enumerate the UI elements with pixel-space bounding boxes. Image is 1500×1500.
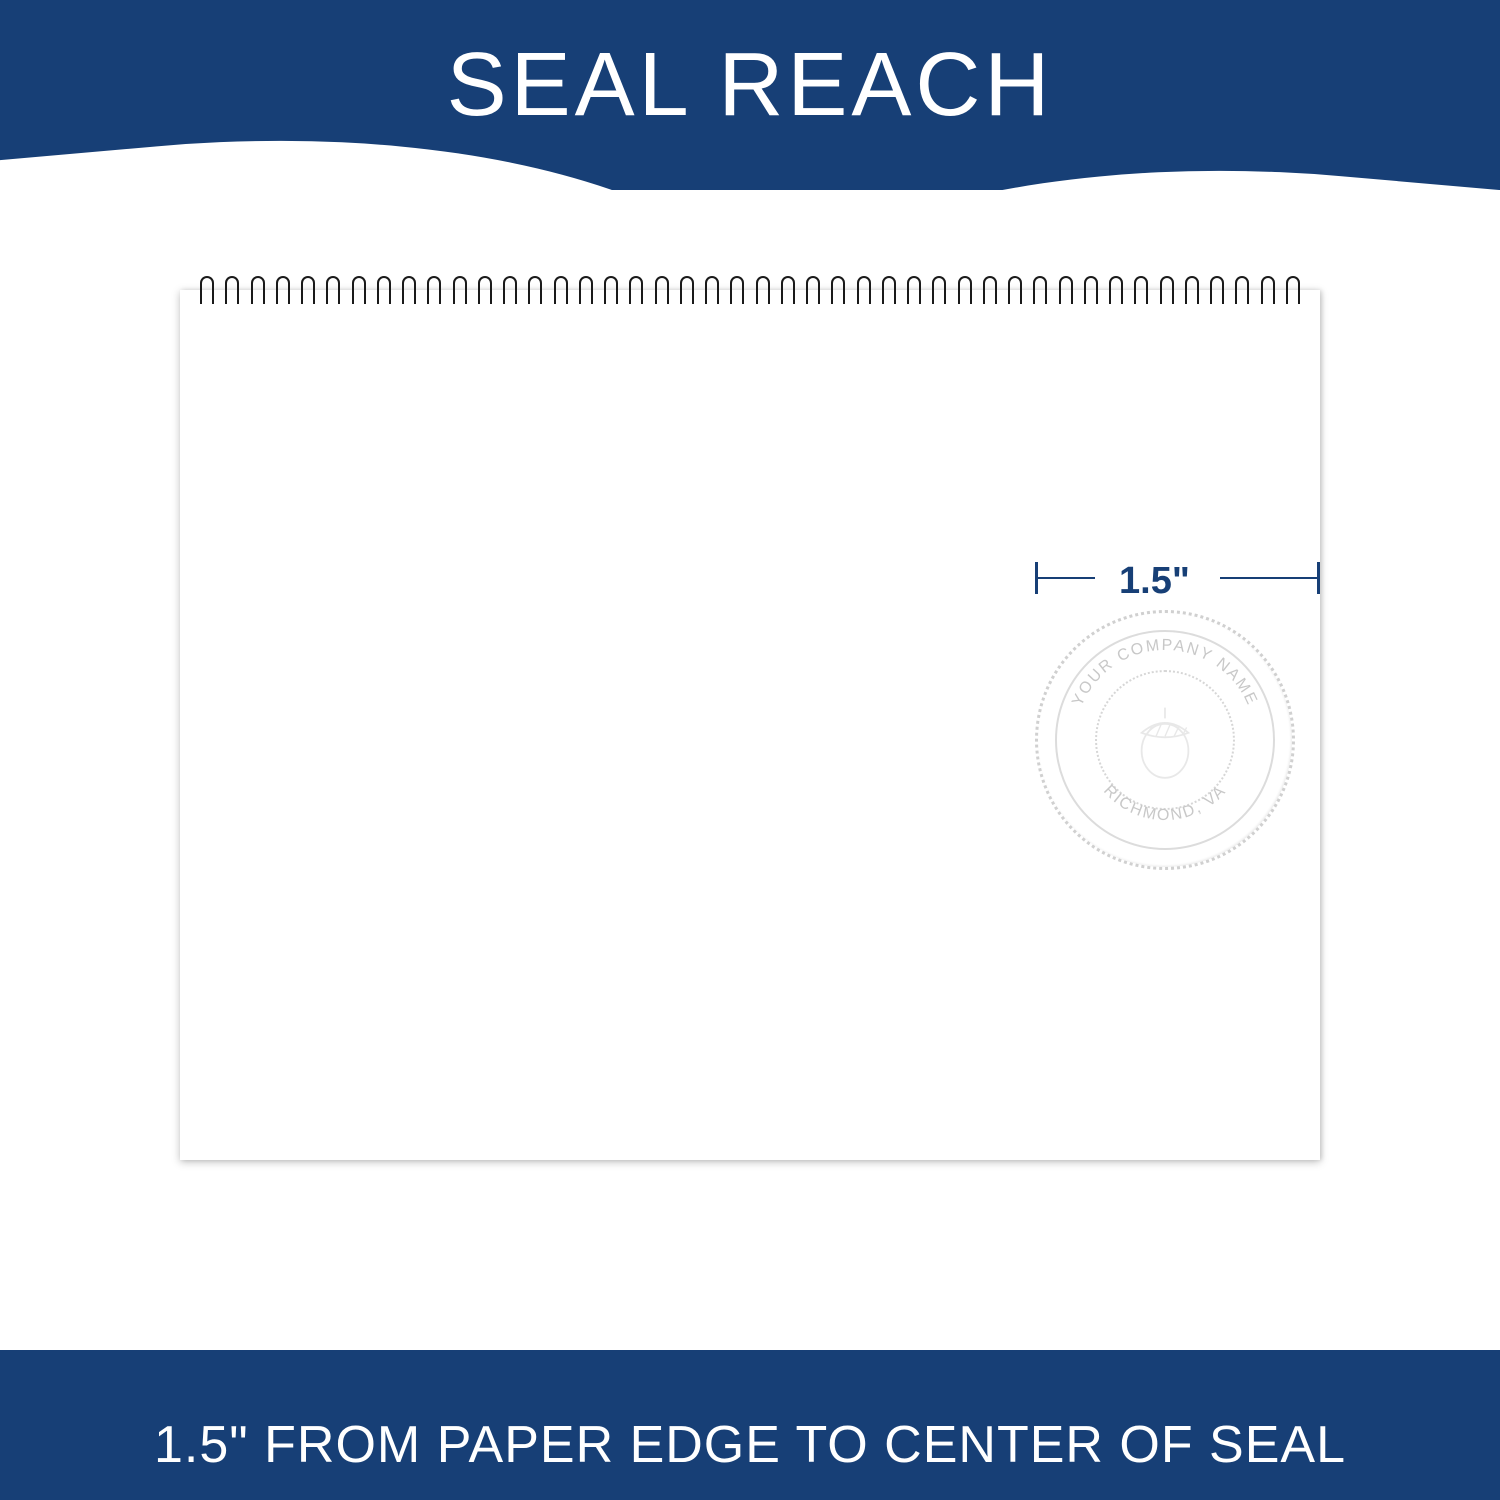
spiral-ring <box>276 276 290 304</box>
spiral-ring <box>1084 276 1098 304</box>
spiral-ring <box>453 276 467 304</box>
spiral-ring <box>806 276 820 304</box>
spiral-ring <box>730 276 744 304</box>
spiral-ring <box>1210 276 1224 304</box>
measure-cap-right <box>1317 562 1320 594</box>
spiral-ring <box>781 276 795 304</box>
spiral-ring <box>1008 276 1022 304</box>
spiral-ring <box>958 276 972 304</box>
spiral-ring <box>402 276 416 304</box>
spiral-ring <box>528 276 542 304</box>
spiral-ring <box>882 276 896 304</box>
spiral-ring <box>857 276 871 304</box>
spiral-ring <box>554 276 568 304</box>
spiral-ring <box>604 276 618 304</box>
spiral-ring <box>705 276 719 304</box>
footer-text: 1.5" FROM PAPER EDGE TO CENTER OF SEAL <box>154 1415 1346 1475</box>
spiral-ring <box>326 276 340 304</box>
svg-text:RICHMOND, VA: RICHMOND, VA <box>1100 782 1230 824</box>
spiral-ring <box>377 276 391 304</box>
spiral-ring <box>983 276 997 304</box>
spiral-ring <box>831 276 845 304</box>
spiral-ring <box>301 276 315 304</box>
spiral-ring <box>655 276 669 304</box>
spiral-ring <box>1261 276 1275 304</box>
spiral-ring <box>427 276 441 304</box>
spiral-ring <box>251 276 265 304</box>
spiral-ring <box>1134 276 1148 304</box>
spiral-ring <box>1235 276 1249 304</box>
spiral-ring <box>352 276 366 304</box>
spiral-ring <box>680 276 694 304</box>
spiral-ring <box>200 276 214 304</box>
spiral-ring <box>1109 276 1123 304</box>
spiral-ring <box>579 276 593 304</box>
spiral-ring <box>629 276 643 304</box>
spiral-ring <box>756 276 770 304</box>
spiral-ring <box>1059 276 1073 304</box>
acorn-icon <box>1120 695 1210 785</box>
spiral-ring <box>1185 276 1199 304</box>
spiral-ring <box>503 276 517 304</box>
measure-line-left <box>1035 577 1095 579</box>
spiral-ring <box>932 276 946 304</box>
measure-label: 1.5" <box>1107 560 1202 603</box>
spiral-ring <box>225 276 239 304</box>
spiral-ring <box>1286 276 1300 304</box>
embossed-seal: YOUR COMPANY NAME RICHMOND, VA <box>1035 610 1295 870</box>
measure-line-right <box>1220 577 1320 579</box>
infographic-canvas: SEAL REACH 1.5" FROM PAPER EDGE TO CENTE… <box>0 0 1500 1500</box>
spiral-ring <box>1160 276 1174 304</box>
measurement-indicator: 1.5" <box>1035 558 1320 598</box>
footer-banner: 1.5" FROM PAPER EDGE TO CENTER OF SEAL <box>0 1350 1500 1500</box>
spiral-ring <box>907 276 921 304</box>
spiral-binding <box>200 276 1300 304</box>
spiral-ring <box>1033 276 1047 304</box>
spiral-ring <box>478 276 492 304</box>
header-title: SEAL REACH <box>447 34 1054 137</box>
